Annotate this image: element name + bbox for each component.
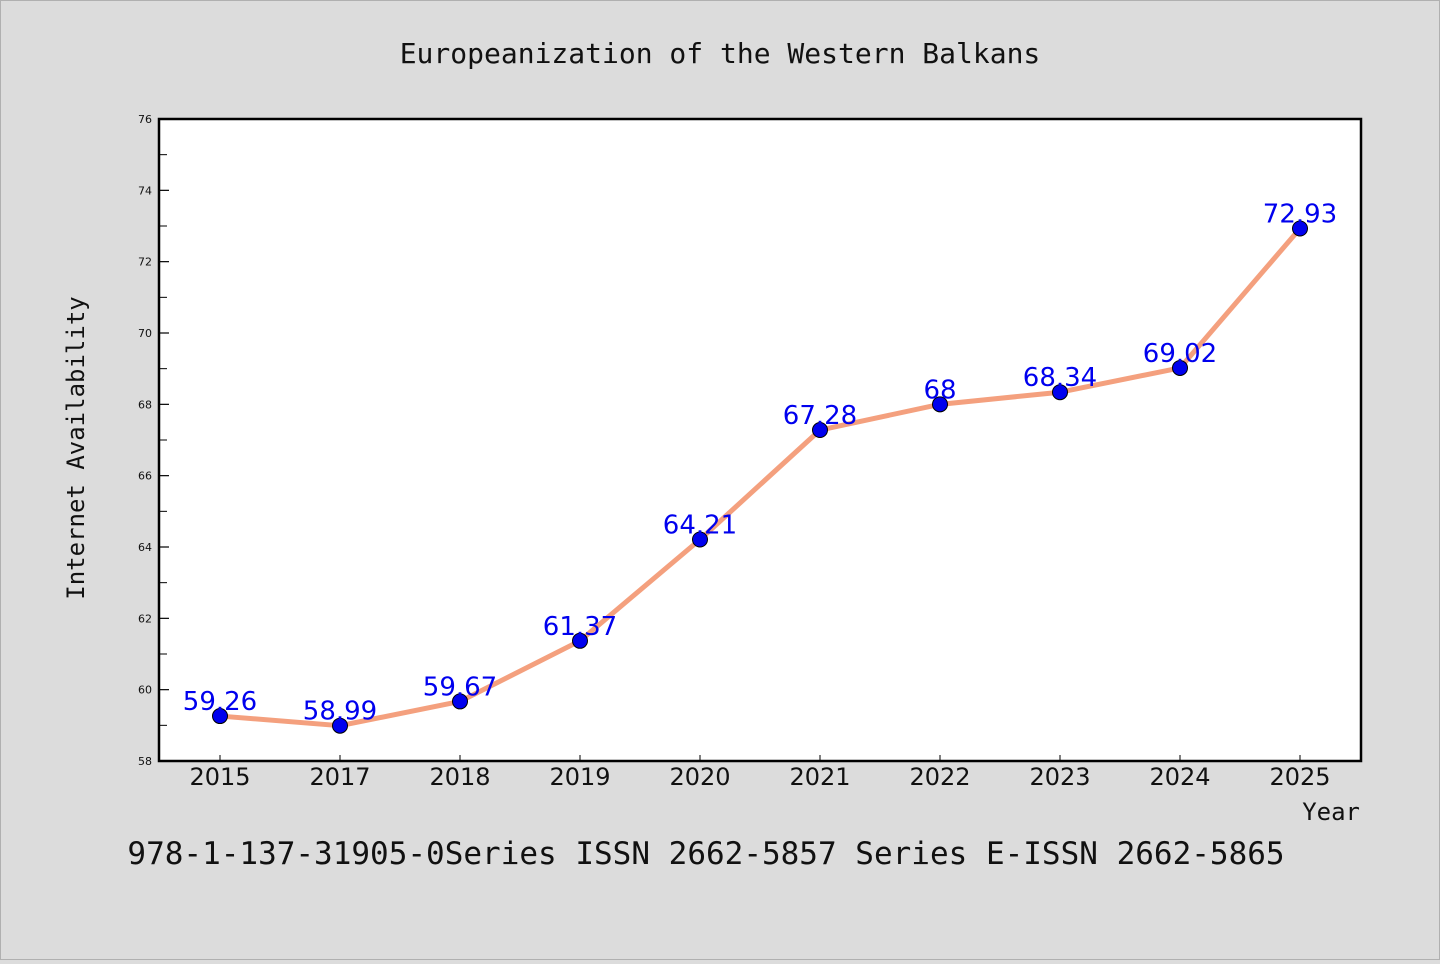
y-tick-label: 64 <box>138 541 152 554</box>
x-tick-label: 2015 <box>189 763 250 791</box>
x-axis-ticks: 2015 2017 2018 2019 2020 2021 2022 2023 2024 2025 <box>189 755 1331 791</box>
y-tick-label: 66 <box>138 470 152 483</box>
data-point <box>332 717 348 734</box>
y-tick-label: 58 <box>138 755 152 768</box>
data-label: 72.93 <box>1263 199 1337 229</box>
data-labels: 59.26 58.99 59.67 61.37 64.21 67.28 68 68.34 69.… <box>183 199 1337 726</box>
data-point <box>1052 384 1068 401</box>
x-tick-label: 2023 <box>1029 763 1090 791</box>
data-point <box>692 531 708 548</box>
x-tick-label: 2025 <box>1269 763 1330 791</box>
data-point <box>1292 220 1308 237</box>
series-markers <box>212 220 1308 734</box>
data-label: 69.02 <box>1143 339 1217 369</box>
y-tick-label: 74 <box>138 184 152 197</box>
data-label: 59.26 <box>183 687 257 717</box>
y-tick-label: 72 <box>138 256 152 269</box>
data-point <box>932 396 948 413</box>
data-point <box>1172 359 1188 376</box>
y-axis-ticks: 58 60 62 64 66 68 70 72 74 76 <box>138 113 169 768</box>
y-tick-label: 68 <box>138 398 152 411</box>
x-tick-label: 2022 <box>909 763 970 791</box>
x-tick-label: 2019 <box>549 763 610 791</box>
data-point <box>212 708 228 725</box>
x-tick-label: 2017 <box>309 763 370 791</box>
data-point <box>812 422 828 439</box>
x-tick-label: 2020 <box>669 763 730 791</box>
data-point <box>452 693 468 710</box>
data-label: 59.67 <box>423 672 497 702</box>
data-label: 68.34 <box>1023 363 1097 393</box>
data-label: 61.37 <box>543 612 617 642</box>
chart-title: Europeanization of the Western Balkans <box>400 37 1041 70</box>
y-tick-label: 60 <box>138 684 152 697</box>
y-tick-label: 62 <box>138 612 152 625</box>
y-axis-label: Internet Availability <box>62 296 90 599</box>
x-tick-label: 2018 <box>429 763 490 791</box>
data-point <box>572 632 588 649</box>
x-tick-label: 2021 <box>789 763 850 791</box>
footer-text: 978-1-137-31905-0Series ISSN 2662-5857 S… <box>127 836 1284 872</box>
data-label: 68 <box>923 375 956 405</box>
x-axis-label: Year <box>1302 798 1360 826</box>
y-tick-label: 76 <box>138 113 152 126</box>
y-tick-label: 70 <box>138 327 152 340</box>
series-line <box>217 225 1303 729</box>
x-tick-label: 2024 <box>1149 763 1210 791</box>
plot-area <box>157 117 1363 763</box>
data-label: 64.21 <box>663 511 737 541</box>
data-label: 58.99 <box>303 697 377 727</box>
data-label: 67.28 <box>783 401 857 431</box>
